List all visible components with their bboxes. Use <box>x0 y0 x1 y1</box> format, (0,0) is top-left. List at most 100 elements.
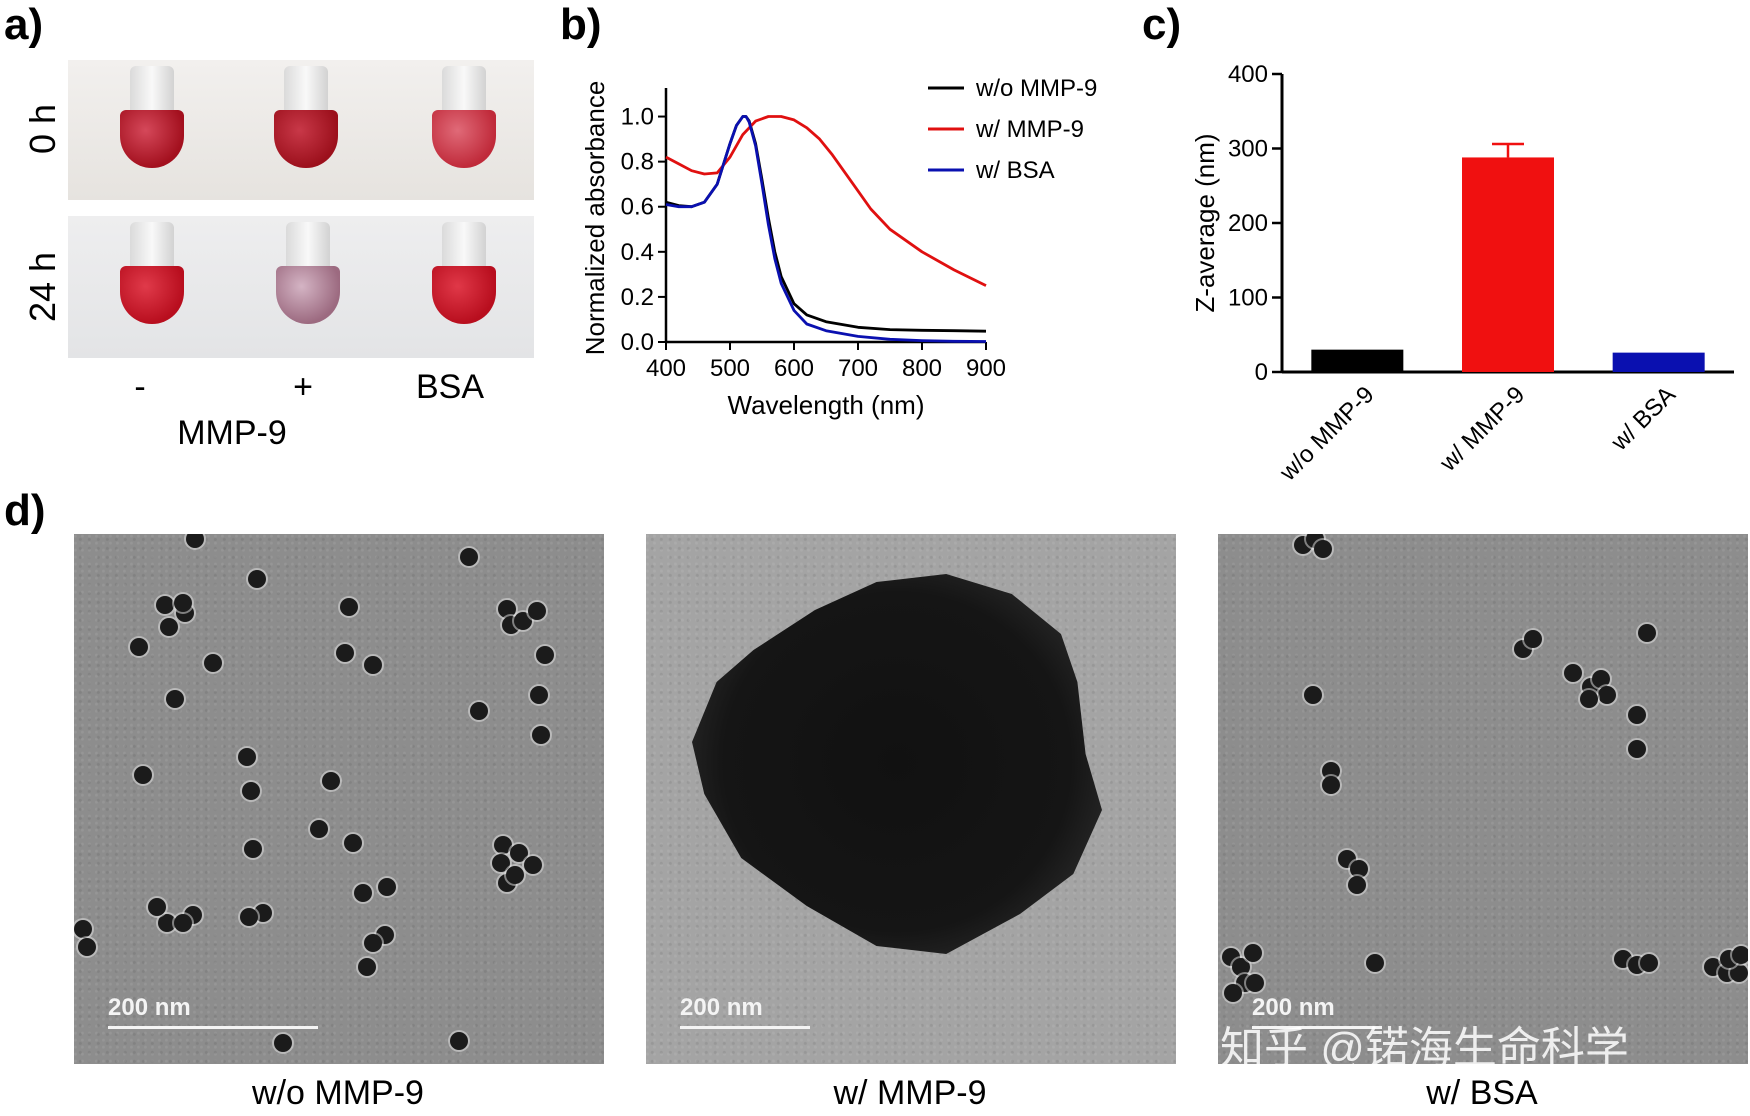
nanoparticle <box>158 914 176 932</box>
nanoparticle <box>74 920 92 938</box>
nanoparticle <box>322 772 340 790</box>
y-axis-title: Z-average (nm) <box>1190 133 1220 312</box>
bar-1 <box>1311 349 1404 372</box>
x-tick-label: 600 <box>774 355 814 382</box>
nanoparticle <box>340 598 358 616</box>
nanoparticle <box>1322 776 1340 794</box>
column-label-minus: - <box>134 368 146 406</box>
nanoparticle <box>130 638 148 656</box>
nanoparticle <box>378 878 396 896</box>
tube-minus-0h <box>120 66 184 184</box>
y-tick-label: 0 <box>1255 359 1268 386</box>
panel-d-label: d) <box>4 486 46 535</box>
group-label-mmp9: MMP-9 <box>177 414 287 452</box>
zaverage-chart: 0 100 200 300 400 Z-average (nm) w/o MMP-9 w/ M… <box>1190 61 1734 487</box>
tube-bsa-24h <box>432 222 496 340</box>
scale-bar <box>108 1026 318 1029</box>
x-tick-label: 700 <box>838 355 878 382</box>
nanoparticle <box>1628 706 1646 724</box>
tem-image-with-bsa: 200 nm 知乎 @锘海生命科学 <box>1218 534 1748 1064</box>
nanoparticle <box>1348 876 1366 894</box>
scale-bar-label: 200 nm <box>680 994 763 1021</box>
row-label-24h: 24 h <box>22 251 63 323</box>
nanoparticle <box>460 548 478 566</box>
tube-liquid <box>274 110 338 168</box>
nanoparticle <box>1730 964 1748 982</box>
nanoparticle <box>156 596 174 614</box>
x-tick-label: 900 <box>966 355 1006 382</box>
nanoparticle <box>166 690 184 708</box>
nanoparticle <box>186 534 204 548</box>
nanoparticle <box>514 612 532 630</box>
series-line-3 <box>665 115 987 343</box>
y-tick-label: 0.4 <box>621 239 654 266</box>
nanoparticle <box>536 646 554 664</box>
tube-bsa-0h <box>432 66 496 184</box>
nanoparticle <box>470 702 488 720</box>
nanoparticle <box>364 656 382 674</box>
nanoparticle <box>244 840 262 858</box>
nanoparticle <box>354 884 372 902</box>
nanoparticle <box>494 836 512 854</box>
tem-image-without-mmp9: 200 nm <box>74 534 604 1064</box>
y-tick-label: 0.8 <box>621 149 654 176</box>
nanoparticle <box>1314 540 1332 558</box>
nanoparticle <box>524 856 542 874</box>
y-tick-label: 300 <box>1228 136 1268 163</box>
nanoparticle <box>1614 950 1632 968</box>
nanoparticle <box>1244 944 1262 962</box>
y-tick-label: 0.6 <box>621 194 654 221</box>
category-label-2: w/ MMP-9 <box>1434 381 1530 477</box>
nanoparticle <box>1640 954 1658 972</box>
nanoparticle <box>528 602 546 620</box>
nanoparticle <box>364 934 382 952</box>
nanoparticle <box>78 938 96 956</box>
nanoparticle <box>1592 670 1610 688</box>
legend-label-3: w/ BSA <box>975 157 1055 184</box>
watermark: 知乎 @锘海生命科学 <box>1220 1024 1629 1064</box>
nanoparticle <box>148 898 166 916</box>
y-tick-label: 0.0 <box>621 329 654 356</box>
nanoparticle <box>450 1032 468 1050</box>
scale-bar-label: 200 nm <box>108 994 191 1021</box>
nanoparticle <box>1246 974 1264 992</box>
tem-caption-without-mmp9: w/o MMP-9 <box>252 1074 424 1112</box>
y-tick-label: 100 <box>1228 285 1268 312</box>
nanoparticle <box>204 654 222 672</box>
tem-caption-with-mmp9: w/ MMP-9 <box>833 1074 987 1112</box>
nanoparticle <box>336 644 354 662</box>
nanoparticle <box>1598 686 1616 704</box>
tube-liquid <box>432 266 496 324</box>
category-label-1: w/o MMP-9 <box>1274 381 1380 487</box>
nanoparticle <box>1704 958 1722 976</box>
nanoparticle <box>310 820 328 838</box>
panel-b-label: b) <box>560 0 602 49</box>
tube-plus-24h <box>276 222 340 340</box>
column-label-plus: + <box>293 368 313 406</box>
nanoparticle <box>1366 954 1384 972</box>
x-tick-label: 500 <box>710 355 750 382</box>
nanoparticle <box>1732 946 1748 964</box>
nanoparticle <box>160 618 178 636</box>
x-axis-title: Wavelength (nm) <box>728 390 925 420</box>
scale-bar-label: 200 nm <box>1252 994 1335 1021</box>
row-label-0h: 0 h <box>22 103 63 155</box>
tem-image-with-mmp9: 200 nm <box>646 534 1176 1064</box>
column-label-bsa: BSA <box>415 368 485 406</box>
x-tick-label: 400 <box>646 355 686 382</box>
y-tick-label: 0.2 <box>621 284 654 311</box>
y-tick-label: 400 <box>1228 61 1268 88</box>
nanoparticle <box>174 914 192 932</box>
tube-plus-0h <box>274 66 338 184</box>
series-line-2 <box>665 115 987 287</box>
nanoparticle <box>1350 860 1368 878</box>
panel-c-label: c) <box>1142 0 1182 49</box>
scale-bar <box>1252 1026 1382 1029</box>
scale-bar <box>680 1026 810 1029</box>
nanoparticle <box>174 594 192 612</box>
nanoparticle <box>1638 624 1656 642</box>
nanoparticle <box>274 1034 292 1052</box>
photo-24h <box>68 216 534 358</box>
legend-label-1: w/o MMP-9 <box>975 75 1097 102</box>
legend-label-2: w/ MMP-9 <box>975 116 1084 143</box>
